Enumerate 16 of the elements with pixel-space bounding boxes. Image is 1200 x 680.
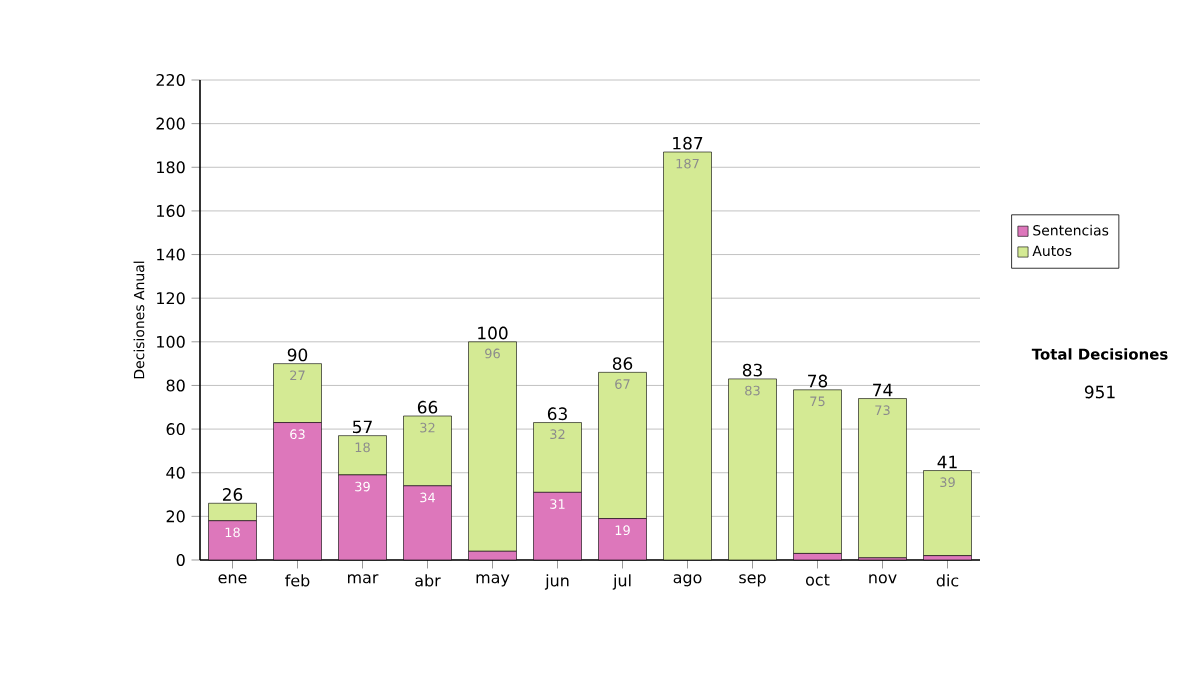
total-label: 26 (222, 488, 243, 501)
text: 951 (1084, 385, 1115, 399)
total-label: 63 (547, 407, 567, 421)
bar (923, 470, 972, 556)
total-label: 41 (937, 455, 957, 469)
total-label: 74 (873, 383, 893, 397)
total-label: 90 (287, 348, 308, 362)
total-label: 86 (612, 357, 633, 370)
total-label: 187 (673, 136, 703, 150)
total-label: 100 (478, 326, 508, 340)
total-label: 83 (742, 363, 762, 377)
bar (858, 398, 907, 559)
bar (793, 389, 842, 554)
total-label: 66 (417, 400, 438, 414)
total-label: 78 (808, 374, 828, 388)
total-label: 57 (353, 420, 372, 434)
